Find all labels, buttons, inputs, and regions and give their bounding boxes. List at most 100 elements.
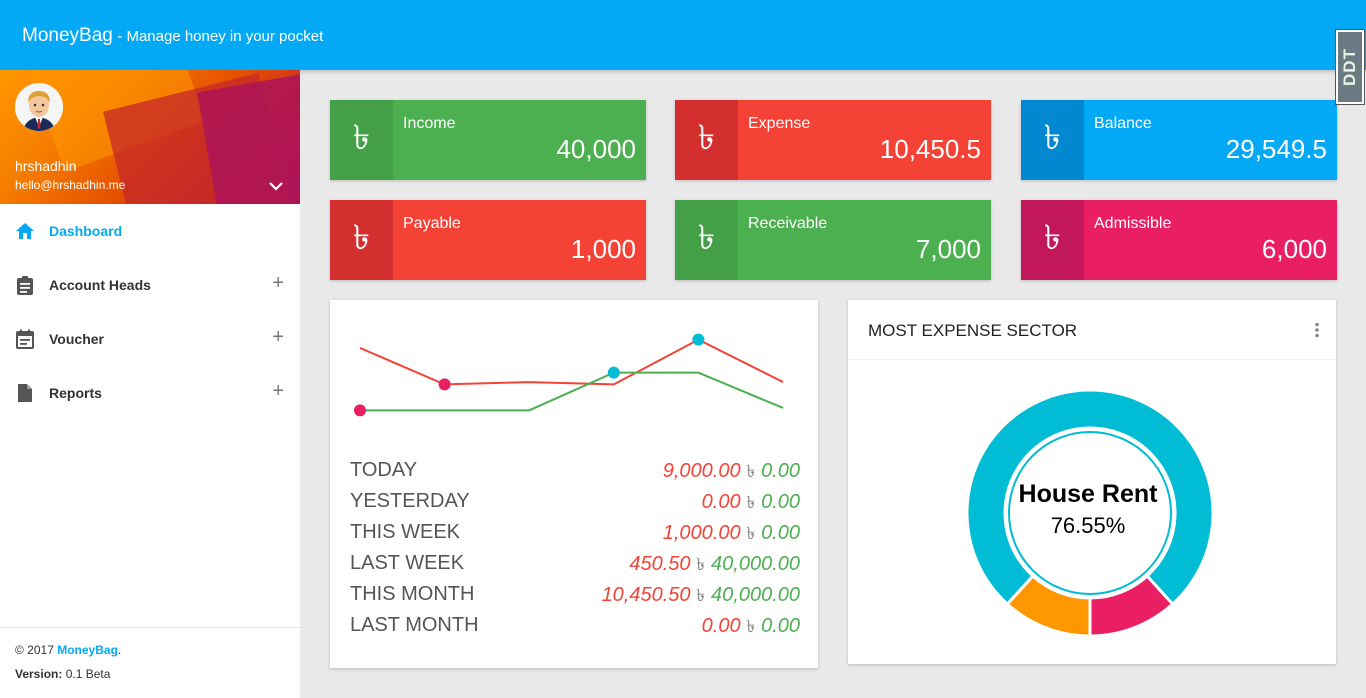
chevron-down-icon[interactable] <box>266 178 286 194</box>
tile-payable[interactable]: ৳ Payable 1,000 <box>330 200 646 280</box>
profile-header: hrshadhin hello@hrshadhin.me <box>0 70 300 204</box>
period-label: TODAY <box>350 459 418 481</box>
tile-value: 1,000 <box>570 234 636 264</box>
expense-amount: 9,000.00 <box>662 460 741 482</box>
tile-label: Balance <box>1094 115 1152 132</box>
taka-icon: ৳ <box>1021 200 1084 280</box>
income-amount: 0.00 <box>761 460 800 482</box>
app-name[interactable]: MoneyBag <box>22 25 113 46</box>
donut-slice[interactable] <box>1005 573 1092 638</box>
period-label: THIS MONTH <box>350 583 475 605</box>
taka-icon: ৳ <box>746 617 756 637</box>
sidebar: hrshadhin hello@hrshadhin.me Dashboard A… <box>0 70 300 698</box>
taka-icon: ৳ <box>746 493 756 513</box>
taka-icon: ৳ <box>696 586 706 606</box>
sidebar-nav: Dashboard Account Heads + Voucher + Repo… <box>0 204 300 420</box>
card-title: MOST EXPENSE SECTOR <box>868 321 1078 340</box>
taka-icon: ৳ <box>675 100 738 180</box>
summary-row-this-month: THIS MONTH 10,450.50 ৳ 40,000.00 <box>350 579 800 610</box>
summary-row-last-week: LAST WEEK 450.50 ৳ 40,000.00 <box>350 548 800 579</box>
taka-icon: ৳ <box>746 462 756 482</box>
tile-value: 40,000 <box>556 134 636 164</box>
sidebar-item-voucher[interactable]: Voucher + <box>0 312 300 366</box>
data-point-expense[interactable] <box>692 333 705 346</box>
income-amount: 0.00 <box>761 522 800 544</box>
sidebar-item-label: Dashboard <box>49 223 123 239</box>
footer-dot: . <box>117 643 122 657</box>
summary-row-this-week: THIS WEEK 1,000.00 ৳ 0.00 <box>350 517 800 548</box>
user-name: hrshadhin <box>15 158 77 174</box>
version-value: 0.1 Beta <box>65 667 111 681</box>
home-icon <box>15 221 35 241</box>
tile-admissible[interactable]: ৳ Admissible 6,000 <box>1021 200 1337 280</box>
sidebar-item-account-heads[interactable]: Account Heads + <box>0 258 300 312</box>
donut-center-label: House Rent 76.55% <box>988 480 1188 539</box>
sidebar-item-label: Reports <box>49 385 102 401</box>
period-label: LAST MONTH <box>350 614 479 636</box>
series-line-expense <box>359 338 784 386</box>
period-label: YESTERDAY <box>350 490 470 512</box>
card-header: MOST EXPENSE SECTOR <box>848 300 1336 360</box>
tile-label: Admissible <box>1094 215 1172 232</box>
avatar[interactable] <box>15 83 63 131</box>
tile-expense[interactable]: ৳ Expense 10,450.5 <box>675 100 991 180</box>
taka-icon: ৳ <box>675 200 738 280</box>
expense-amount: 0.00 <box>701 615 741 637</box>
trend-card: TODAY 9,000.00 ৳ 0.00 YESTERDAY 0.00 ৳ 0.00 … <box>330 300 818 668</box>
tile-receivable[interactable]: ৳ Receivable 7,000 <box>675 200 991 280</box>
calendar-icon <box>15 329 35 349</box>
expand-plus-icon[interactable]: + <box>272 326 284 348</box>
sidebar-item-label: Voucher <box>49 331 104 347</box>
expense-amount: 450.50 <box>629 553 691 575</box>
version-label: Version: <box>15 667 63 681</box>
donut-slice[interactable] <box>965 388 1215 607</box>
app-tagline: - Manage honey in your pocket <box>117 28 324 45</box>
tile-balance[interactable]: ৳ Balance 29,549.5 <box>1021 100 1337 180</box>
top-bar: MoneyBag - Manage honey in your pocket <box>0 0 1366 70</box>
taka-icon: ৳ <box>1021 100 1084 180</box>
clipboard-icon <box>15 275 35 295</box>
period-label: LAST WEEK <box>350 552 465 574</box>
tile-label: Receivable <box>748 215 828 232</box>
summary-row-yesterday: YESTERDAY 0.00 ৳ 0.00 <box>350 486 800 517</box>
series-line-income <box>360 371 784 412</box>
data-point-expense[interactable] <box>438 378 451 391</box>
tile-income[interactable]: ৳ Income 40,000 <box>330 100 646 180</box>
income-amount: 40,000.00 <box>711 584 800 606</box>
taka-icon: ৳ <box>746 524 756 544</box>
donut-inner-ring <box>1008 431 1172 595</box>
ddt-badge-label: DDT <box>1340 48 1360 86</box>
expand-plus-icon[interactable]: + <box>272 380 284 402</box>
sidebar-item-dashboard[interactable]: Dashboard <box>0 204 300 258</box>
data-point-income[interactable] <box>607 366 620 379</box>
taka-icon: ৳ <box>330 200 393 280</box>
sidebar-item-label: Account Heads <box>49 277 151 293</box>
ddt-badge[interactable]: DDT <box>1335 29 1365 105</box>
expense-amount: 0.00 <box>701 491 741 513</box>
tile-value: 10,450.5 <box>879 134 981 164</box>
income-amount: 0.00 <box>761 615 800 637</box>
data-point-income[interactable] <box>354 404 366 417</box>
period-label: THIS WEEK <box>350 521 461 543</box>
expand-plus-icon[interactable]: + <box>272 272 284 294</box>
footer-brand-link[interactable]: MoneyBag <box>57 643 118 657</box>
sidebar-item-reports[interactable]: Reports + <box>0 366 300 420</box>
user-email: hello@hrshadhin.me <box>15 178 126 192</box>
period-summary: TODAY 9,000.00 ৳ 0.00 YESTERDAY 0.00 ৳ 0.00 … <box>350 455 800 641</box>
income-amount: 40,000.00 <box>711 553 800 575</box>
brand[interactable]: MoneyBag - Manage honey in your pocket <box>22 25 323 47</box>
tile-label: Income <box>403 115 456 132</box>
tile-label: Expense <box>748 115 811 132</box>
taka-icon: ৳ <box>330 100 393 180</box>
trend-line-chart <box>354 333 784 417</box>
expense-amount: 1,000.00 <box>662 522 741 544</box>
copyright-text: © 2017 <box>15 643 54 657</box>
expense-donut-chart <box>965 388 1215 638</box>
expense-sector-card: MOST EXPENSE SECTOR House Rent 76.55% <box>848 300 1336 664</box>
more-vert-icon[interactable] <box>1314 322 1320 338</box>
sidebar-footer: © 2017 MoneyBag. Version: 0.1 Beta <box>0 627 300 696</box>
tile-value: 29,549.5 <box>1225 134 1327 164</box>
summary-row-today: TODAY 9,000.00 ৳ 0.00 <box>350 455 800 486</box>
donut-sector-name: House Rent <box>1018 480 1158 508</box>
tile-value: 7,000 <box>915 234 981 264</box>
